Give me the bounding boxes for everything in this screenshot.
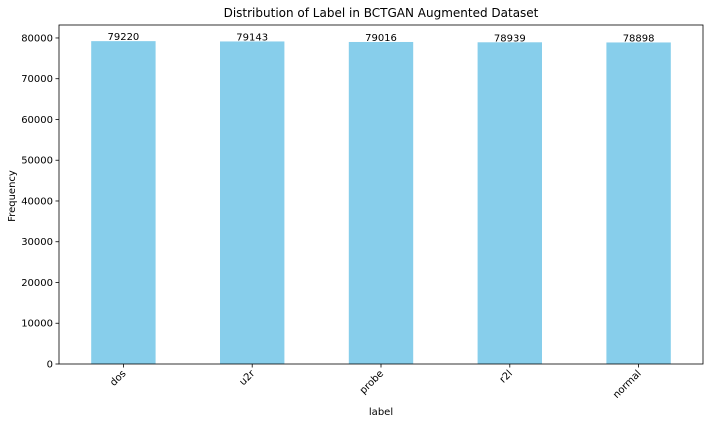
y-tick-label: 10000 [21, 319, 53, 330]
y-tick-label: 70000 [21, 74, 53, 85]
data-label-r2l: 78939 [494, 33, 526, 44]
data-label-normal: 78898 [623, 33, 655, 44]
x-tick-label-normal: normal [611, 368, 644, 401]
axes-frame [58, 24, 704, 365]
y-tick-label: 60000 [21, 115, 53, 126]
x-axis-label: label [369, 407, 393, 418]
y-axis-label: Frequency [7, 170, 18, 222]
data-label-dos: 79220 [107, 32, 139, 43]
bar-probe [348, 41, 414, 365]
data-label-probe: 79016 [365, 33, 397, 44]
bar-normal [606, 42, 671, 365]
y-tick-label: 80000 [21, 33, 53, 44]
plot-area: 79220 79143 79016 78939 78898 0 10000 20000 3000… [21, 24, 704, 401]
y-tick-label: 20000 [21, 278, 53, 289]
x-tick-label-probe: probe [358, 368, 386, 396]
x-tick-label-u2r: u2r [238, 368, 258, 388]
bar-r2l [477, 42, 542, 365]
y-tick-label: 40000 [21, 196, 53, 207]
x-tick-label-dos: dos [108, 368, 128, 388]
x-tick-label-r2l: r2l [498, 368, 515, 385]
y-tick-label: 50000 [21, 156, 53, 167]
y-tick-label: 30000 [21, 237, 53, 248]
bar-u2r [220, 41, 285, 364]
chart-title: Distribution of Label in BCTGAN Augmente… [224, 6, 539, 20]
data-label-u2r: 79143 [236, 32, 268, 43]
y-tick-label: 0 [47, 360, 53, 371]
bar-dos [91, 41, 156, 365]
